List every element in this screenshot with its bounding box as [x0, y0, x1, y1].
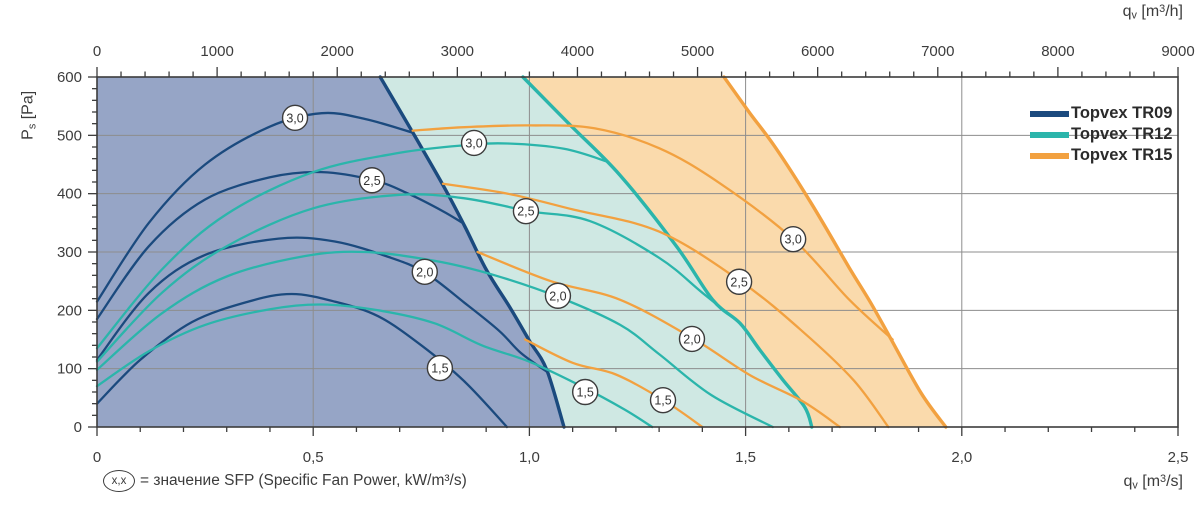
sfp-curve-tr09-2,0: [95, 236, 548, 373]
tick-label-top-2000: 2000: [321, 43, 354, 60]
sfp-label-text-tr12-1,5: 1,5: [576, 386, 593, 400]
sfp-label-circle-tr12-2,5: [512, 197, 540, 225]
tick-label-left-500: 500: [57, 127, 82, 144]
tick-label-top-7000: 7000: [921, 43, 954, 60]
sfp-label-circle-tr12-3,0: [460, 129, 488, 157]
legend: Topvex TR09 Topvex TR12 Topvex TR15: [1030, 103, 1172, 166]
legend-swatch-tr12: [1030, 131, 1069, 138]
legend-swatch-tr09: [1030, 110, 1069, 117]
tick-label-top-8000: 8000: [1041, 43, 1074, 60]
sfp-label-text-tr12-2,0: 2,0: [549, 289, 566, 303]
sfp-label-circle-tr15-3,0: [779, 225, 807, 253]
tick-label-bottom-0: 0: [93, 449, 101, 466]
legend-label-tr09: Topvex TR09: [1071, 104, 1173, 122]
sfp-label-circle-tr15-2,0: [678, 325, 706, 353]
legend-item-tr15: Topvex TR15: [1030, 145, 1172, 166]
tick-label-left-200: 200: [57, 302, 82, 319]
tick-label-top-4000: 4000: [561, 43, 594, 60]
sfp-label-circle-tr15-2,5: [725, 268, 753, 295]
sfp-label-text-tr09-2,0: 2,0: [416, 265, 433, 279]
legend-item-tr09: Topvex TR09: [1030, 103, 1172, 124]
sfp-curve-tr12-2,5: [95, 193, 742, 363]
tick-label-bottom-1: 1,0: [519, 449, 540, 466]
tick-label-bottom-2: 2,0: [951, 449, 972, 466]
legend-label-tr12: Topvex TR12: [1071, 125, 1173, 143]
tick-label-left-600: 600: [57, 69, 82, 86]
sfp-curve-tr12-2,0: [95, 250, 774, 429]
sfp-label-text-tr15-1,5: 1,5: [654, 394, 671, 408]
tick-label-bottom-1.5: 1,5: [735, 449, 756, 466]
legend-swatch-tr15: [1030, 152, 1069, 159]
top-axis-title: qv [m3/h]: [1122, 3, 1183, 22]
legend-item-tr12: Topvex TR12: [1030, 124, 1172, 145]
max-curve-tr09: [378, 75, 566, 429]
bottom-axis-title: qv [m3/s]: [1123, 473, 1183, 492]
sfp-label-text-tr15-2,5: 2,5: [730, 275, 747, 289]
y-axis-subscript: s: [26, 123, 39, 130]
sfp-label-text-tr09-2,5: 2,5: [363, 174, 380, 188]
sfp-label-circle-tr12-2,0: [544, 282, 572, 309]
sfp-footnote-text: = значение SFP (Specific Fan Power, kW/m…: [140, 472, 467, 489]
sfp-curve-tr09-3,0: [95, 111, 413, 303]
tick-label-top-5000: 5000: [681, 43, 714, 60]
tick-label-bottom-0.5: 0,5: [303, 449, 324, 466]
tick-label-left-100: 100: [57, 361, 82, 378]
sfp-curve-tr15-3,0: [411, 124, 894, 341]
sfp-label-text-tr12-2,5: 2,5: [517, 205, 534, 219]
tick-label-top-6000: 6000: [801, 43, 834, 60]
sfp-label-circle-tr15-1,5: [649, 386, 677, 414]
sfp-label-circle-tr12-1,5: [571, 378, 599, 406]
sfp-label-circle-tr09-2,5: [358, 167, 386, 194]
sfp-curve-tr15-2,5: [441, 182, 890, 429]
sfp-label-text-tr12-3,0: 3,0: [465, 136, 482, 150]
sfp-curve-tr15-1,5: [523, 338, 704, 429]
tick-label-top-3000: 3000: [441, 43, 474, 60]
sfp-label-text-tr15-2,0: 2,0: [683, 332, 700, 346]
max-curve-tr15: [722, 75, 948, 429]
y-axis-symbol: P: [19, 129, 37, 140]
tick-label-left-300: 300: [57, 244, 82, 261]
sfp-label-text-tr15-3,0: 3,0: [784, 233, 801, 247]
sfp-label-text-tr09-1,5: 1,5: [431, 362, 448, 376]
tick-label-left-400: 400: [57, 186, 82, 203]
tick-label-top-9000: 9000: [1161, 43, 1194, 60]
sfp-label-circle-tr09-1,5: [426, 354, 454, 382]
max-curve-tr12: [521, 75, 814, 429]
sfp-label-circle-tr09-2,0: [411, 258, 438, 286]
sfp-label-circle-tr09-3,0: [281, 104, 309, 132]
y-axis-title: Ps [Pa]: [20, 60, 39, 170]
sfp-curve-tr12-3,0: [95, 142, 609, 350]
tick-label-left-0: 0: [74, 419, 82, 436]
tick-label-bottom-2.5: 2,5: [1168, 449, 1189, 466]
tick-label-top-1000: 1000: [200, 43, 233, 60]
sfp-circle-icon: x,x: [103, 470, 135, 492]
sfp-label-text-tr09-3,0: 3,0: [286, 111, 303, 125]
sfp-footnote: x,x = значение SFP (Specific Fan Power, …: [103, 470, 467, 492]
y-axis-unit: [Pa]: [19, 90, 37, 124]
legend-label-tr15: Topvex TR15: [1071, 146, 1173, 164]
tick-label-top-0: 0: [93, 43, 101, 60]
